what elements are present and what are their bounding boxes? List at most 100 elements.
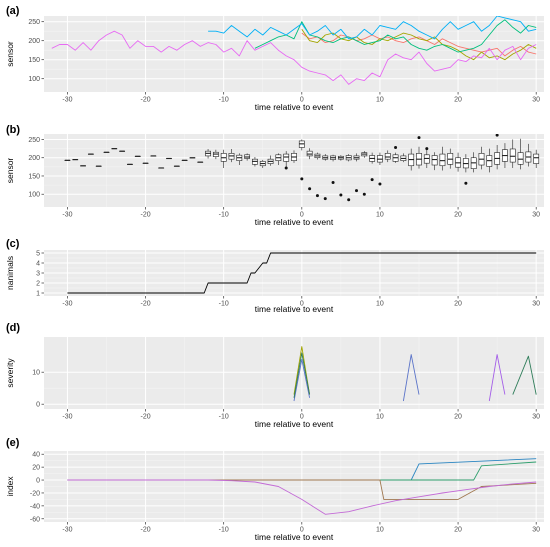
panel-background [44, 134, 544, 207]
series-line-6 [512, 355, 537, 395]
y-tick-label: -60 [30, 516, 40, 523]
outlier-point [284, 166, 288, 170]
panel-a: -30 -20 -10 0 10 20 30 100 150 200 250 (a) time rela… [5, 5, 544, 112]
series-line-4 [67, 479, 537, 515]
box [259, 159, 266, 168]
x-tick-label: -30 [62, 97, 72, 104]
x-tick-label: 20 [454, 97, 462, 104]
outlier-point [323, 197, 327, 201]
x-tick-label: 30 [532, 527, 540, 534]
x-tick-label: -30 [62, 301, 72, 308]
panel-label: (c) [6, 238, 20, 250]
outlier-point [362, 192, 366, 196]
y-axis-title: sensor [5, 158, 15, 184]
outlier-point [425, 147, 429, 151]
box [212, 149, 219, 160]
x-tick-label: -10 [219, 97, 229, 104]
box [392, 152, 399, 163]
box [408, 148, 415, 171]
x-tick-label: 30 [532, 301, 540, 308]
x-tick-label: 0 [300, 301, 304, 308]
box-body [283, 153, 290, 162]
y-tick-label: 100 [28, 76, 40, 83]
outlier-point [495, 134, 499, 137]
y-tick-label: 200 [28, 155, 40, 162]
x-axis-title: time relative to event [255, 304, 334, 314]
x-tick-label: -10 [219, 527, 229, 534]
box [252, 156, 258, 167]
box [384, 150, 391, 163]
x-tick-label: -20 [141, 527, 151, 534]
outlier-point [315, 194, 319, 198]
outlier-point [378, 182, 382, 186]
x-tick-label: 10 [376, 97, 384, 104]
x-axis-title: time relative to event [255, 532, 334, 542]
box [502, 143, 508, 168]
y-tick-label: 40 [32, 452, 40, 459]
box [244, 153, 251, 161]
box [306, 148, 313, 160]
x-tick-label: -10 [219, 212, 229, 219]
outlier-point [331, 181, 335, 185]
y-tick-label: 1 [36, 291, 40, 298]
x-tick-label: 10 [376, 301, 384, 308]
x-tick-label: -10 [219, 301, 229, 308]
y-tick-label: 100 [28, 192, 40, 199]
box [447, 148, 454, 169]
outlier-point [339, 193, 343, 197]
series-line-5 [51, 30, 537, 85]
y-tick-label: 20 [32, 465, 40, 472]
x-tick-label: 0 [300, 527, 304, 534]
panel-label: (e) [6, 437, 20, 449]
box [236, 153, 243, 166]
box [400, 153, 407, 163]
box [361, 151, 368, 158]
panel-c: -30 -20 -10 0 10 20 30 1 2 3 4 5 (c) time relative to… [5, 238, 544, 314]
outlier-point [417, 136, 421, 140]
box-body [431, 155, 438, 166]
panel-b: -30 -20 -10 0 10 20 30 100 150 200 250 (b) time rela… [5, 124, 544, 227]
x-tick-label: 10 [376, 527, 384, 534]
x-tick-label: 0 [300, 97, 304, 104]
y-axis-title: severity [5, 358, 15, 388]
x-tick-label: -30 [62, 414, 72, 421]
y-tick-label: 250 [28, 137, 40, 144]
series-line-1 [301, 32, 537, 57]
box [275, 153, 282, 166]
panel-background [44, 337, 544, 409]
series-line-1 [67, 252, 537, 294]
panel-d: -30 -20 -10 0 10 20 30 0 10 (d) time relative to e… [5, 322, 544, 429]
y-tick-label: 2 [36, 281, 40, 288]
box [369, 152, 376, 164]
plot-marks [64, 134, 540, 202]
y-tick-label: 250 [28, 19, 40, 26]
box [267, 155, 274, 166]
x-tick-label: 20 [454, 301, 462, 308]
box [314, 152, 321, 160]
x-axis-title: time relative to event [255, 419, 334, 429]
panel-label: (a) [6, 5, 20, 17]
y-tick-label: 150 [28, 57, 40, 64]
box [462, 154, 469, 173]
plot-marks [293, 346, 537, 402]
box [345, 154, 352, 162]
y-tick-label: 0 [36, 402, 40, 409]
y-axis-title: index [5, 476, 15, 497]
outlier-point [355, 189, 358, 193]
outlier-point [308, 187, 312, 191]
x-tick-label: 30 [532, 97, 540, 104]
box [470, 152, 477, 173]
outlier-point [464, 181, 468, 185]
x-axis-title: time relative to event [255, 217, 334, 227]
series-line-3 [293, 352, 311, 398]
box-body [533, 153, 540, 164]
minor-grid [44, 451, 544, 522]
x-tick-label: -20 [141, 414, 151, 421]
minor-grid [44, 337, 544, 409]
y-axis-title: nanimals [5, 256, 15, 290]
x-tick-label: 0 [300, 212, 304, 219]
box [291, 150, 297, 163]
major-grid [44, 337, 544, 409]
minor-grid [44, 16, 544, 92]
x-tick-label: 20 [454, 414, 462, 421]
